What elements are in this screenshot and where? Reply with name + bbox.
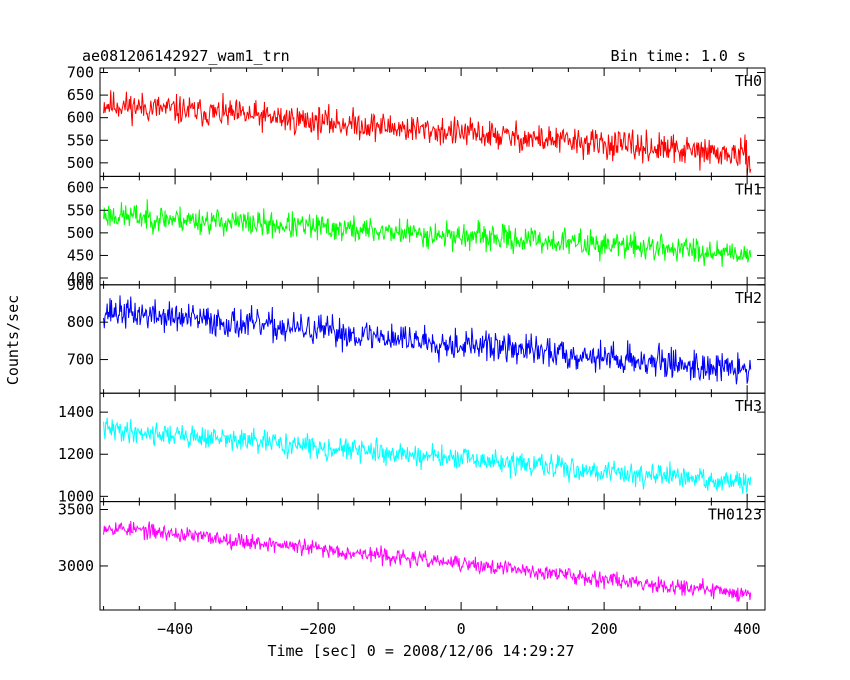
series-line-th2 — [103, 295, 752, 385]
y-tick-label: 500 — [67, 224, 94, 242]
y-tick-label: 1200 — [58, 445, 94, 463]
y-tick-label: 650 — [67, 86, 94, 104]
series-line-th0123 — [103, 521, 752, 602]
y-axis-label: Counts/sec — [4, 295, 22, 385]
bin-time-label: Bin time: 1.0 s — [611, 47, 746, 65]
panels-group: 500 550 600 650 700 TH0 400 450 500 550 600 TH1 700 8… — [58, 64, 766, 638]
series-line-th0 — [103, 90, 752, 176]
y-tick-label: 600 — [67, 179, 94, 197]
x-tick-label: 0 — [457, 620, 466, 638]
y-tick-label: 700 — [67, 64, 94, 82]
y-tick-label: 400 — [67, 269, 94, 287]
panel-label-th3: TH3 — [735, 397, 762, 415]
x-tick-label: −200 — [300, 620, 336, 638]
panel-label-th0123: TH0123 — [708, 506, 762, 524]
x-tick-label: 400 — [734, 620, 761, 638]
panel-label-th2: TH2 — [735, 289, 762, 307]
y-tick-label: 700 — [67, 351, 94, 369]
panel-label-th0: TH0 — [735, 72, 762, 90]
y-tick-label: 900 — [67, 276, 94, 294]
y-tick-label: 1000 — [58, 487, 94, 505]
y-tick-label: 550 — [67, 131, 94, 149]
panel-frame-th0 — [99, 67, 766, 177]
y-tick-label: 450 — [67, 246, 94, 264]
y-tick-label: 3000 — [58, 557, 94, 575]
series-line-th3 — [103, 417, 752, 494]
panel-frame-th0123 — [99, 501, 766, 611]
panel-label-th1: TH1 — [735, 180, 762, 198]
series-line-th1 — [103, 199, 752, 267]
y-tick-label: 600 — [67, 109, 94, 127]
y-tick-label: 800 — [67, 313, 94, 331]
y-tick-label: 3500 — [58, 501, 94, 519]
y-tick-label: 550 — [67, 201, 94, 219]
chart-title: ae081206142927_wam1_trn — [82, 47, 290, 65]
x-tick-label: −400 — [157, 620, 193, 638]
y-tick-label: 500 — [67, 154, 94, 172]
y-tick-label: 1400 — [58, 403, 94, 421]
x-axis-label: Time [sec] 0 = 2008/12/06 14:29:27 — [267, 642, 574, 660]
x-tick-label: 200 — [591, 620, 618, 638]
